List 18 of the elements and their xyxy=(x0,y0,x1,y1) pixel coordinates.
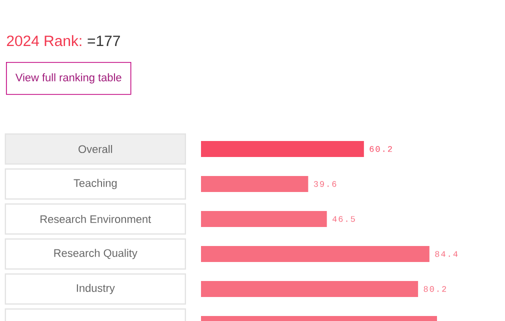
data-label: 80.2 xyxy=(424,286,446,292)
bar xyxy=(201,246,430,262)
bar xyxy=(201,141,364,158)
y-tick-label: Overall xyxy=(78,144,112,154)
y-tick-label: Research Quality xyxy=(54,248,138,260)
data-label: 46.5 xyxy=(332,216,355,222)
y-tick-label: Research Environment xyxy=(40,214,152,224)
chart-subtitle: =177 xyxy=(88,36,120,46)
y-tick-label: Industry xyxy=(76,284,115,294)
y-tick-label: Teaching xyxy=(74,178,117,190)
data-label: 39.6 xyxy=(314,181,336,187)
data-label: 60.2 xyxy=(370,146,392,152)
data-label: 84.4 xyxy=(435,251,458,257)
text: View full ranking table xyxy=(15,73,122,84)
bar xyxy=(201,281,418,298)
bar xyxy=(201,176,308,192)
bar xyxy=(201,211,327,228)
text: 2024 Rank: xyxy=(6,35,82,46)
